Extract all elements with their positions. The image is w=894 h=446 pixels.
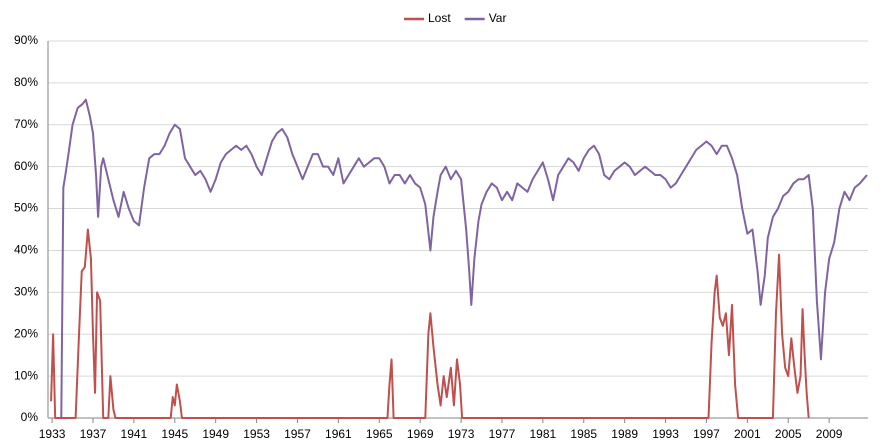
y-tick-label: 40% <box>14 243 38 257</box>
y-tick-label: 70% <box>14 117 38 131</box>
x-tick-label: 1973 <box>448 427 475 441</box>
y-tick-label: 30% <box>14 285 38 299</box>
x-tick-label: 1961 <box>325 427 352 441</box>
series-line <box>60 98 868 419</box>
x-tick-label: 1945 <box>161 427 188 441</box>
legend-label: Var <box>489 11 507 25</box>
x-tick-label: 2009 <box>816 427 843 441</box>
series-line <box>50 228 810 419</box>
x-tick-label: 1937 <box>80 427 107 441</box>
x-tick-label: 1993 <box>652 427 679 441</box>
y-tick-label: 80% <box>14 75 38 89</box>
x-tick-label: 1949 <box>202 427 229 441</box>
y-tick-label: 20% <box>14 326 38 340</box>
x-tick-label: 1969 <box>407 427 434 441</box>
x-tick-label: 2001 <box>734 427 761 441</box>
x-tick-label: 1965 <box>366 427 393 441</box>
x-tick-label: 1977 <box>489 427 516 441</box>
x-tick-label: 1957 <box>284 427 311 441</box>
x-tick-label: 1985 <box>570 427 597 441</box>
legend-label: Lost <box>428 11 451 25</box>
y-tick-label: 10% <box>14 368 38 382</box>
x-tick-label: 1981 <box>530 427 557 441</box>
y-tick-label: 90% <box>14 33 38 47</box>
y-tick-label: 60% <box>14 159 38 173</box>
x-tick-label: 1941 <box>121 427 148 441</box>
x-tick-label: 1933 <box>39 427 66 441</box>
x-tick-label: 1953 <box>243 427 270 441</box>
y-tick-label: 50% <box>14 201 38 215</box>
y-tick-label: 0% <box>21 410 39 424</box>
x-tick-label: 1997 <box>693 427 720 441</box>
x-tick-label: 1989 <box>611 427 638 441</box>
x-tick-label: 2005 <box>775 427 802 441</box>
